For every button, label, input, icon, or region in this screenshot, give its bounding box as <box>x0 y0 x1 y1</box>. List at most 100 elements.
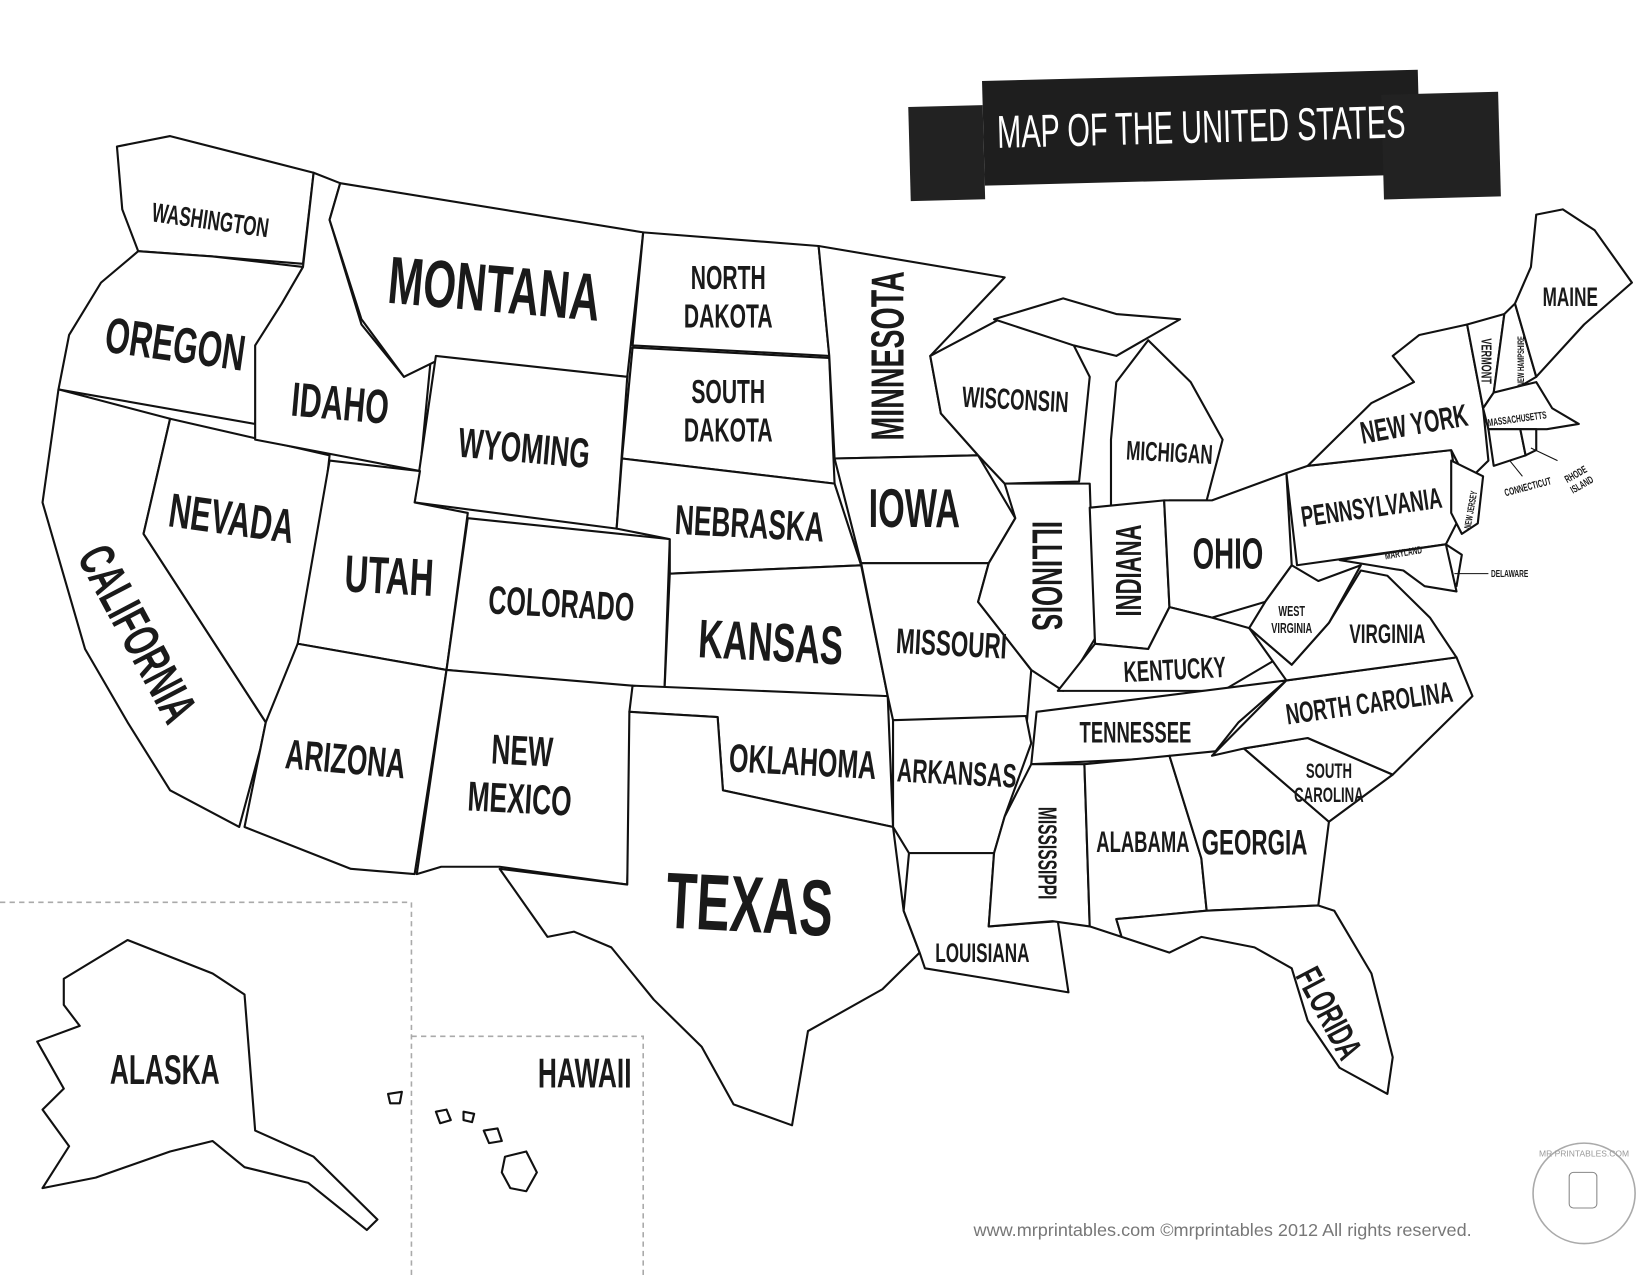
state-label-line: OHIO <box>1193 528 1264 577</box>
state-label: ARIZONA <box>284 731 408 788</box>
state-label: SOUTH CAROLINA <box>1294 759 1364 807</box>
state-label: MISSISSIPPI <box>1033 807 1061 900</box>
state-label: IDAHO <box>289 372 391 434</box>
state-label-line: SOUTH <box>1306 759 1352 783</box>
state-label-line: CAROLINA <box>1294 783 1364 807</box>
state-label: KANSAS <box>697 607 845 675</box>
state-label-line: ARIZONA <box>284 731 408 788</box>
state-label-line: MISSISSIPPI <box>1033 807 1061 900</box>
state-label: LOUISIANA <box>935 937 1029 968</box>
state-label: CONNECTICUT <box>1503 475 1553 499</box>
state-label: DELAWARE <box>1491 568 1528 580</box>
logo-figure <box>1568 1171 1598 1209</box>
state-label: NEW HAMPSHIRE <box>1515 336 1526 386</box>
state-label-line: IDAHO <box>289 372 391 434</box>
state-label: VIRGINIA <box>1349 618 1425 649</box>
state-label-line: OKLAHOMA <box>728 736 878 788</box>
west-virginia <box>1248 564 1362 666</box>
states <box>36 135 1633 1232</box>
state-label: ALASKA <box>110 1046 220 1093</box>
state-label: KENTUCKY <box>1123 651 1227 689</box>
state-label-line: WEST <box>1278 603 1305 620</box>
state-label: NORTH DAKOTA <box>684 258 773 334</box>
footer: www.mrprintables.com ©mrprintables 2012 … <box>973 1220 1472 1240</box>
state-label-line: DAKOTA <box>684 411 773 448</box>
state-label-line: LOUISIANA <box>935 937 1029 968</box>
banner-tape <box>908 105 986 202</box>
state-label-line: MICHIGAN <box>1125 434 1213 470</box>
title: MAP OF THE UNITED STATES <box>996 97 1406 159</box>
state-label-line: NEBRASKA <box>674 496 826 550</box>
leader-lines <box>1454 447 1558 575</box>
state-label-line: TENNESSEE <box>1080 717 1192 749</box>
state-label: NEWMEXICO <box>467 725 576 825</box>
state-label: SOUTH DAKOTA <box>684 373 773 449</box>
state-label: TEXAS <box>664 857 835 954</box>
state-label-line: ARKANSAS <box>896 751 1017 794</box>
logo-circle <box>1532 1142 1636 1245</box>
leader <box>1509 460 1523 477</box>
state-label: WEST VIRGINIA <box>1271 603 1312 637</box>
state-label-line: KENTUCKY <box>1123 651 1227 689</box>
state-label: ILLINOIS <box>1024 521 1071 631</box>
state-label: UTAH <box>343 544 435 607</box>
state-label: WYOMING <box>456 419 591 477</box>
state-label: COLORADO <box>487 578 635 630</box>
texas <box>498 710 921 1127</box>
state-label: VERMONT <box>1478 338 1495 384</box>
hawaii <box>434 1108 538 1193</box>
washington <box>115 135 315 265</box>
maine <box>1513 208 1633 378</box>
state-label-line: WISCONSIN <box>961 381 1069 419</box>
state-label-line: SOUTH <box>691 373 765 410</box>
state-label: NEBRASKA <box>674 496 826 550</box>
state-label: HAWAII <box>538 1050 632 1097</box>
state-label: MINNESOTA <box>862 271 914 440</box>
state-label: TENNESSEE <box>1080 717 1192 749</box>
state-label-line: HAWAII <box>538 1050 632 1097</box>
state-label-line: IOWA <box>869 477 960 538</box>
state-label: RHODEISLAND <box>1562 463 1595 496</box>
state-label-line: COLORADO <box>487 578 635 630</box>
state-label-line: NEW HAMPSHIRE <box>1515 336 1526 386</box>
state-label: MONTANA <box>385 241 603 334</box>
state-label-line: GEORGIA <box>1202 823 1308 862</box>
state-label: MICHIGAN <box>1125 434 1213 470</box>
state-label: ARKANSAS <box>896 751 1017 794</box>
state-label-line: WYOMING <box>456 419 591 477</box>
kentucky <box>1056 606 1277 692</box>
leader <box>1530 447 1558 462</box>
new-jersey <box>1450 459 1485 535</box>
state-label-line: INDIANA <box>1109 525 1149 617</box>
alaska <box>36 938 403 1232</box>
state-label: MAINE <box>1543 281 1598 312</box>
state-label-line: UTAH <box>343 544 435 607</box>
state-label-line: MINNESOTA <box>862 271 914 440</box>
state-label: IOWA <box>869 477 960 538</box>
state-label-line: NORTH <box>691 258 766 295</box>
state-label: GEORGIA <box>1202 823 1308 862</box>
hawaii-box <box>411 1035 644 1275</box>
banner-tape <box>1381 91 1501 200</box>
state-label: OKLAHOMA <box>728 736 878 788</box>
connecticut <box>1487 428 1527 467</box>
state-label: MISSOURI <box>895 621 1008 666</box>
state-label-line: NEW <box>490 726 554 776</box>
state-label: OHIO <box>1193 528 1264 577</box>
state-label: INDIANA <box>1109 525 1149 617</box>
state-label-line: ALABAMA <box>1096 827 1190 859</box>
state-label-line: MEXICO <box>467 773 573 825</box>
inset-boxes <box>0 901 644 1275</box>
state-label-line: DAKOTA <box>684 297 773 334</box>
state-label-line: VIRGINIA <box>1271 620 1312 637</box>
state-label-line: DELAWARE <box>1491 568 1528 580</box>
alaska-box <box>0 901 413 1275</box>
state-label-line: MONTANA <box>385 241 603 334</box>
state-label-line: VIRGINIA <box>1349 618 1425 649</box>
florida <box>1115 904 1394 1095</box>
state-label-line: KANSAS <box>697 607 845 675</box>
tennessee <box>1030 679 1288 766</box>
